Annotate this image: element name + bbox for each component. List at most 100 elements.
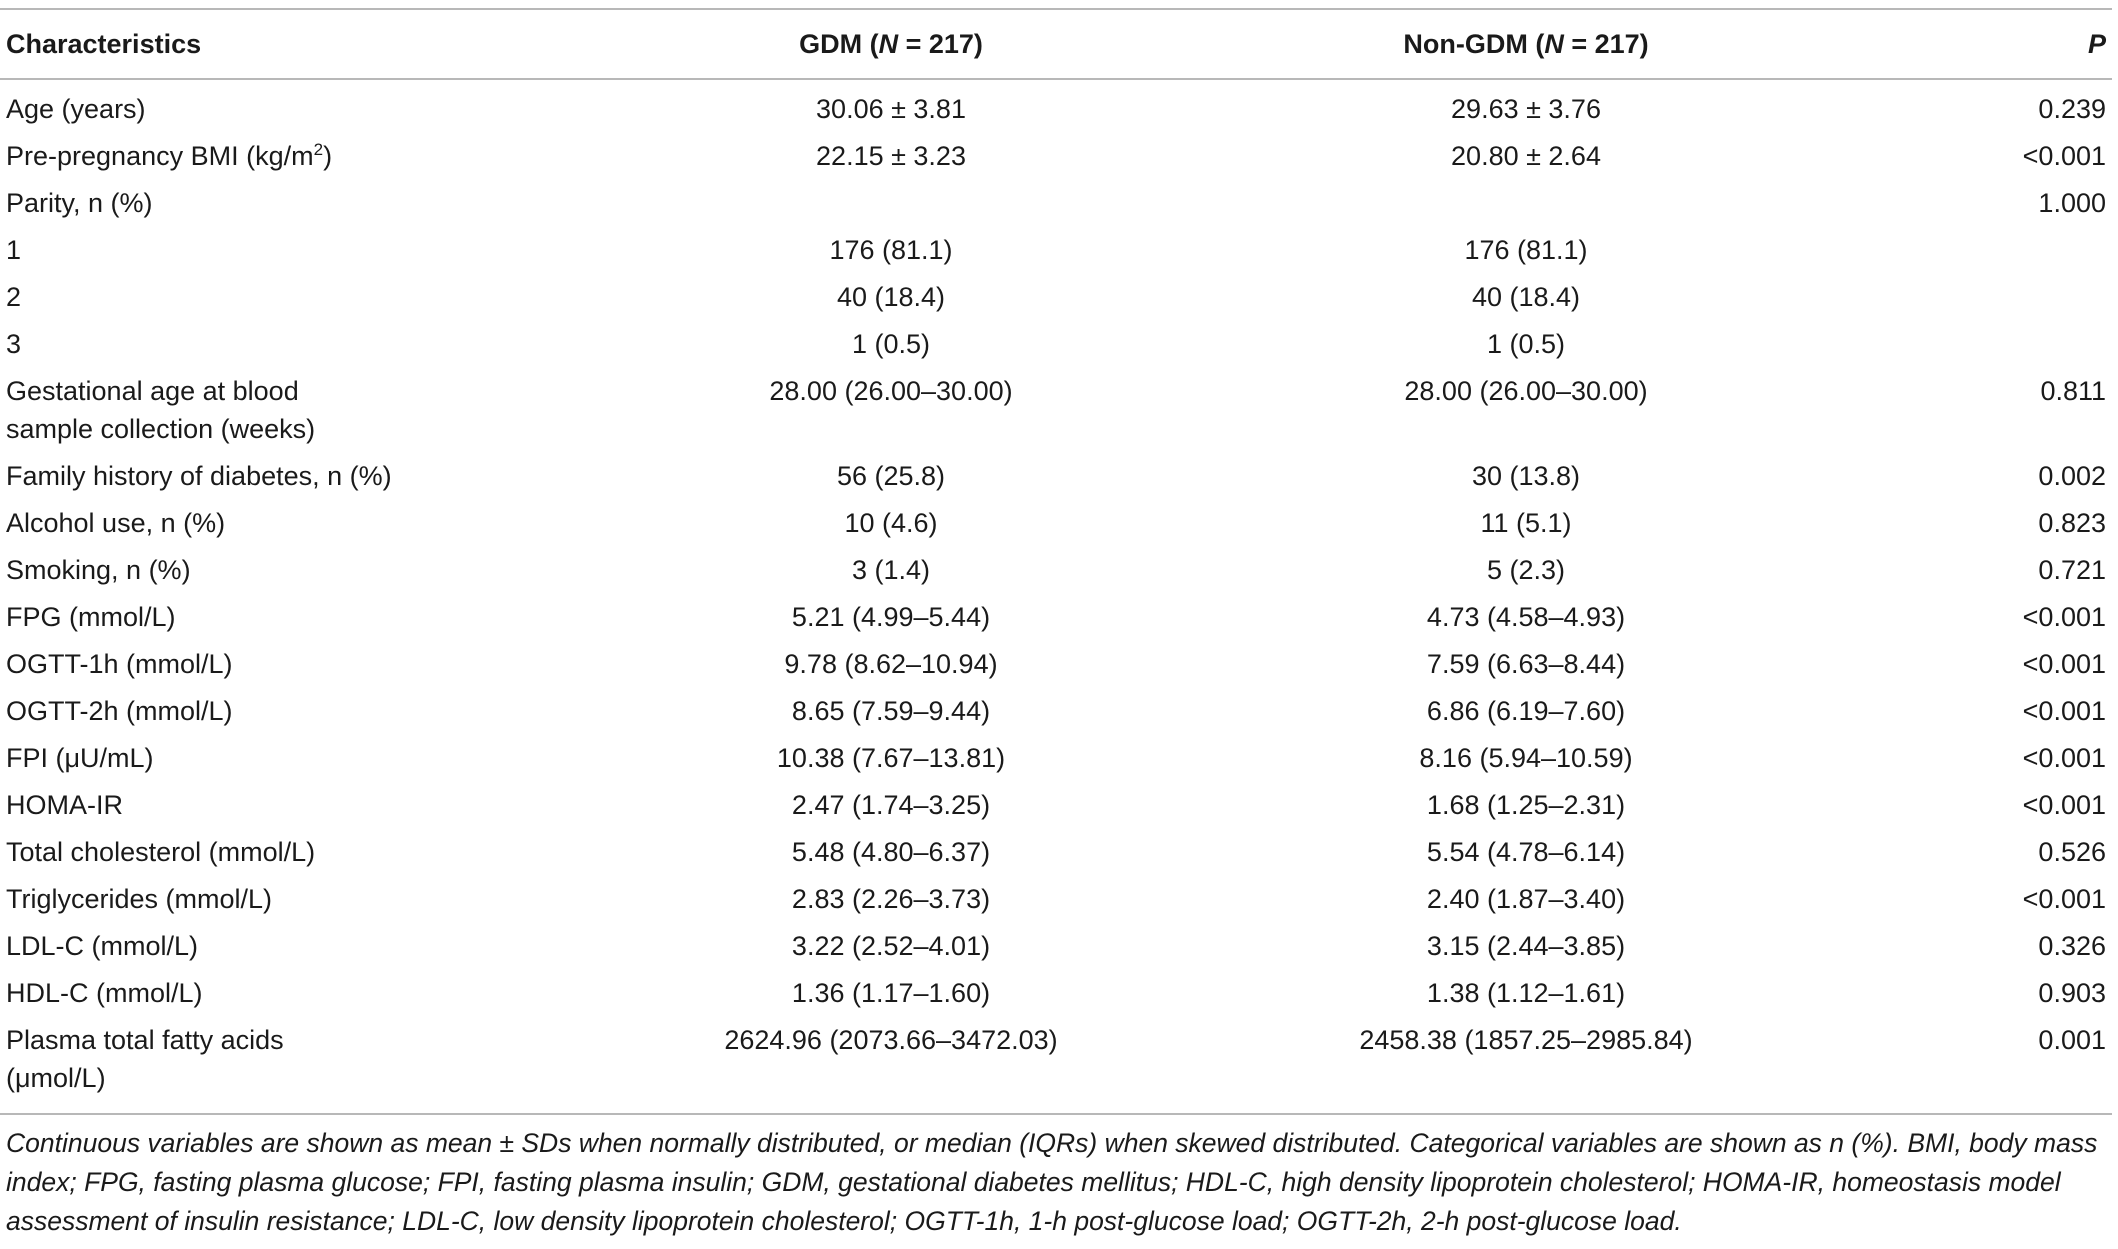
table-row: Gestational age at blood sample collecti… — [0, 368, 2112, 453]
cell-p-value — [1956, 321, 2112, 368]
table-row: Total cholesterol (mmol/L) 5.48 (4.80–6.3… — [0, 829, 2112, 876]
characteristic-label: Family history of diabetes, n (%) — [6, 461, 392, 491]
cell-p-value: 0.239 — [2038, 94, 2106, 124]
cell-characteristic: Pre-pregnancy BMI (kg/m2) — [0, 133, 686, 180]
table-row: 1 176 (81.1) 176 (81.1) — [0, 227, 2112, 274]
header-gdm-prefix: GDM ( — [799, 29, 879, 59]
cell-p-value: <0.001 — [2022, 602, 2106, 632]
cell-p-value: 0.002 — [2038, 461, 2106, 491]
cell-characteristic: Triglycerides (mmol/L) — [0, 876, 686, 923]
cell-p-value: <0.001 — [2022, 884, 2106, 914]
cell-characteristic: FPG (mmol/L) — [0, 594, 686, 641]
header-p: P — [1956, 9, 2112, 79]
header-non-gdm: Non-GDM (N = 217) — [1096, 9, 1956, 79]
cell-characteristic: HOMA-IR — [0, 782, 686, 829]
header-gdm: GDM (N = 217) — [686, 9, 1096, 79]
cell-characteristic: OGTT-1h (mmol/L) — [0, 641, 686, 688]
cell-gdm: 9.78 (8.62–10.94) — [784, 649, 998, 679]
header-gdm-n: N — [878, 29, 899, 59]
table-row: 3 1 (0.5) 1 (0.5) — [0, 321, 2112, 368]
header-gdm-suffix: = 217) — [898, 29, 983, 59]
characteristic-label: Parity, n (%) — [6, 188, 153, 218]
cell-characteristic: 3 — [0, 321, 686, 368]
table-row: OGTT-2h (mmol/L) 8.65 (7.59–9.44) 6.86 (6.… — [0, 688, 2112, 735]
characteristic-label: Pre-pregnancy BMI (kg/m — [6, 141, 314, 171]
cell-gdm: 2.47 (1.74–3.25) — [791, 790, 991, 820]
characteristic-label: 1 — [6, 235, 22, 265]
table-row: Alcohol use, n (%) 10 (4.6) 11 (5.1) 0.823 — [0, 500, 2112, 547]
cell-gdm: 2624.96 (2073.66–3472.03) — [724, 1025, 1058, 1055]
cell-non-gdm: 28.00 (26.00–30.00) — [1404, 376, 1648, 406]
cell-characteristic: OGTT-2h (mmol/L) — [0, 688, 686, 735]
cell-non-gdm: 11 (5.1) — [1480, 508, 1572, 538]
cell-characteristic: Alcohol use, n (%) — [0, 500, 686, 547]
cell-gdm: 2.83 (2.26–3.73) — [791, 884, 991, 914]
header-characteristics: Characteristics — [6, 29, 202, 59]
cell-characteristic: HDL-C (mmol/L) — [0, 970, 686, 1017]
table-body: Age (years) 30.06 ± 3.81 29.63 ± 3.76 0.239… — [0, 79, 2112, 1114]
characteristic-label: OGTT-1h (mmol/L) — [6, 649, 233, 679]
cell-characteristic: Parity, n (%) — [0, 180, 686, 227]
table-row: LDL-C (mmol/L) 3.22 (2.52–4.01) 3.15 (2.44… — [0, 923, 2112, 970]
characteristics-table: Characteristics GDM (N = 217) Non-GDM (N… — [0, 8, 2112, 1115]
characteristic-label: Age (years) — [6, 94, 146, 124]
cell-gdm: 10.38 (7.67–13.81) — [776, 743, 1006, 773]
cell-non-gdm: 5.54 (4.78–6.14) — [1426, 837, 1626, 867]
cell-characteristic: 2 — [0, 274, 686, 321]
cell-gdm: 30.06 ± 3.81 — [816, 94, 966, 124]
characteristic-label: Alcohol use, n (%) — [6, 508, 226, 538]
cell-characteristic: Family history of diabetes, n (%) — [0, 453, 686, 500]
cell-non-gdm — [1096, 180, 1956, 227]
characteristic-label: FPG (mmol/L) — [6, 602, 176, 632]
cell-p-value: <0.001 — [2022, 696, 2106, 726]
table-row: HOMA-IR 2.47 (1.74–3.25) 1.68 (1.25–2.31) <… — [0, 782, 2112, 829]
cell-gdm: 8.65 (7.59–9.44) — [791, 696, 991, 726]
table-row: Family history of diabetes, n (%) 56 (25.… — [0, 453, 2112, 500]
cell-gdm — [686, 180, 1096, 227]
characteristic-label: HOMA-IR — [6, 790, 123, 820]
cell-non-gdm: 1.68 (1.25–2.31) — [1426, 790, 1626, 820]
table-row: Smoking, n (%) 3 (1.4) 5 (2.3) 0.721 — [0, 547, 2112, 594]
cell-p-value: <0.001 — [2022, 743, 2106, 773]
cell-non-gdm: 30 (13.8) — [1471, 461, 1581, 491]
cell-gdm: 40 (18.4) — [836, 282, 946, 312]
cell-p-value: 0.326 — [2038, 931, 2106, 961]
cell-non-gdm: 1.38 (1.12–1.61) — [1426, 978, 1626, 1008]
table-row: OGTT-1h (mmol/L) 9.78 (8.62–10.94) 7.59 (6… — [0, 641, 2112, 688]
table-row: Parity, n (%) 1.000 — [0, 180, 2112, 227]
cell-non-gdm: 8.16 (5.94–10.59) — [1419, 743, 1633, 773]
header-non-gdm-suffix: = 217) — [1563, 29, 1649, 59]
cell-non-gdm: 176 (81.1) — [1464, 235, 1588, 265]
cell-non-gdm: 5 (2.3) — [1486, 555, 1566, 585]
cell-characteristic: Plasma total fatty acids (μmol/L) — [0, 1017, 686, 1114]
cell-p-value: <0.001 — [2022, 141, 2106, 171]
characteristic-label: Smoking, n (%) — [6, 555, 191, 585]
characteristic-label: Total cholesterol (mmol/L) — [6, 837, 316, 867]
characteristic-label: 2 — [6, 282, 22, 312]
table-row: Plasma total fatty acids (μmol/L) 2624.96… — [0, 1017, 2112, 1114]
cell-characteristic: Total cholesterol (mmol/L) — [0, 829, 686, 876]
cell-gdm: 56 (25.8) — [836, 461, 946, 491]
cell-non-gdm: 2458.38 (1857.25–2985.84) — [1359, 1025, 1693, 1055]
characteristic-label: 3 — [6, 329, 22, 359]
table-footnote: Continuous variables are shown as mean ±… — [6, 1128, 2098, 1236]
cell-gdm: 28.00 (26.00–30.00) — [769, 376, 1013, 406]
table-row: FPG (mmol/L) 5.21 (4.99–5.44) 4.73 (4.58–4… — [0, 594, 2112, 641]
cell-p-value: 0.903 — [2038, 978, 2106, 1008]
cell-characteristic: Gestational age at blood sample collecti… — [0, 368, 686, 453]
cell-characteristic: 1 — [0, 227, 686, 274]
cell-p-value: <0.001 — [2022, 790, 2106, 820]
characteristic-label: FPI (μU/mL) — [6, 743, 154, 773]
cell-characteristic: FPI (μU/mL) — [0, 735, 686, 782]
cell-p-value: 1.000 — [2038, 188, 2106, 218]
cell-p-value: 0.001 — [2038, 1025, 2106, 1055]
cell-p-value — [1956, 227, 2112, 274]
characteristic-suffix: ) — [323, 141, 333, 171]
cell-characteristic: Smoking, n (%) — [0, 547, 686, 594]
header-p-label: P — [2087, 29, 2106, 59]
table-row: Age (years) 30.06 ± 3.81 29.63 ± 3.76 0.239 — [0, 79, 2112, 133]
cell-gdm: 5.21 (4.99–5.44) — [791, 602, 991, 632]
cell-gdm: 5.48 (4.80–6.37) — [791, 837, 991, 867]
characteristic-label: HDL-C (mmol/L) — [6, 978, 203, 1008]
cell-gdm: 1 (0.5) — [851, 329, 931, 359]
